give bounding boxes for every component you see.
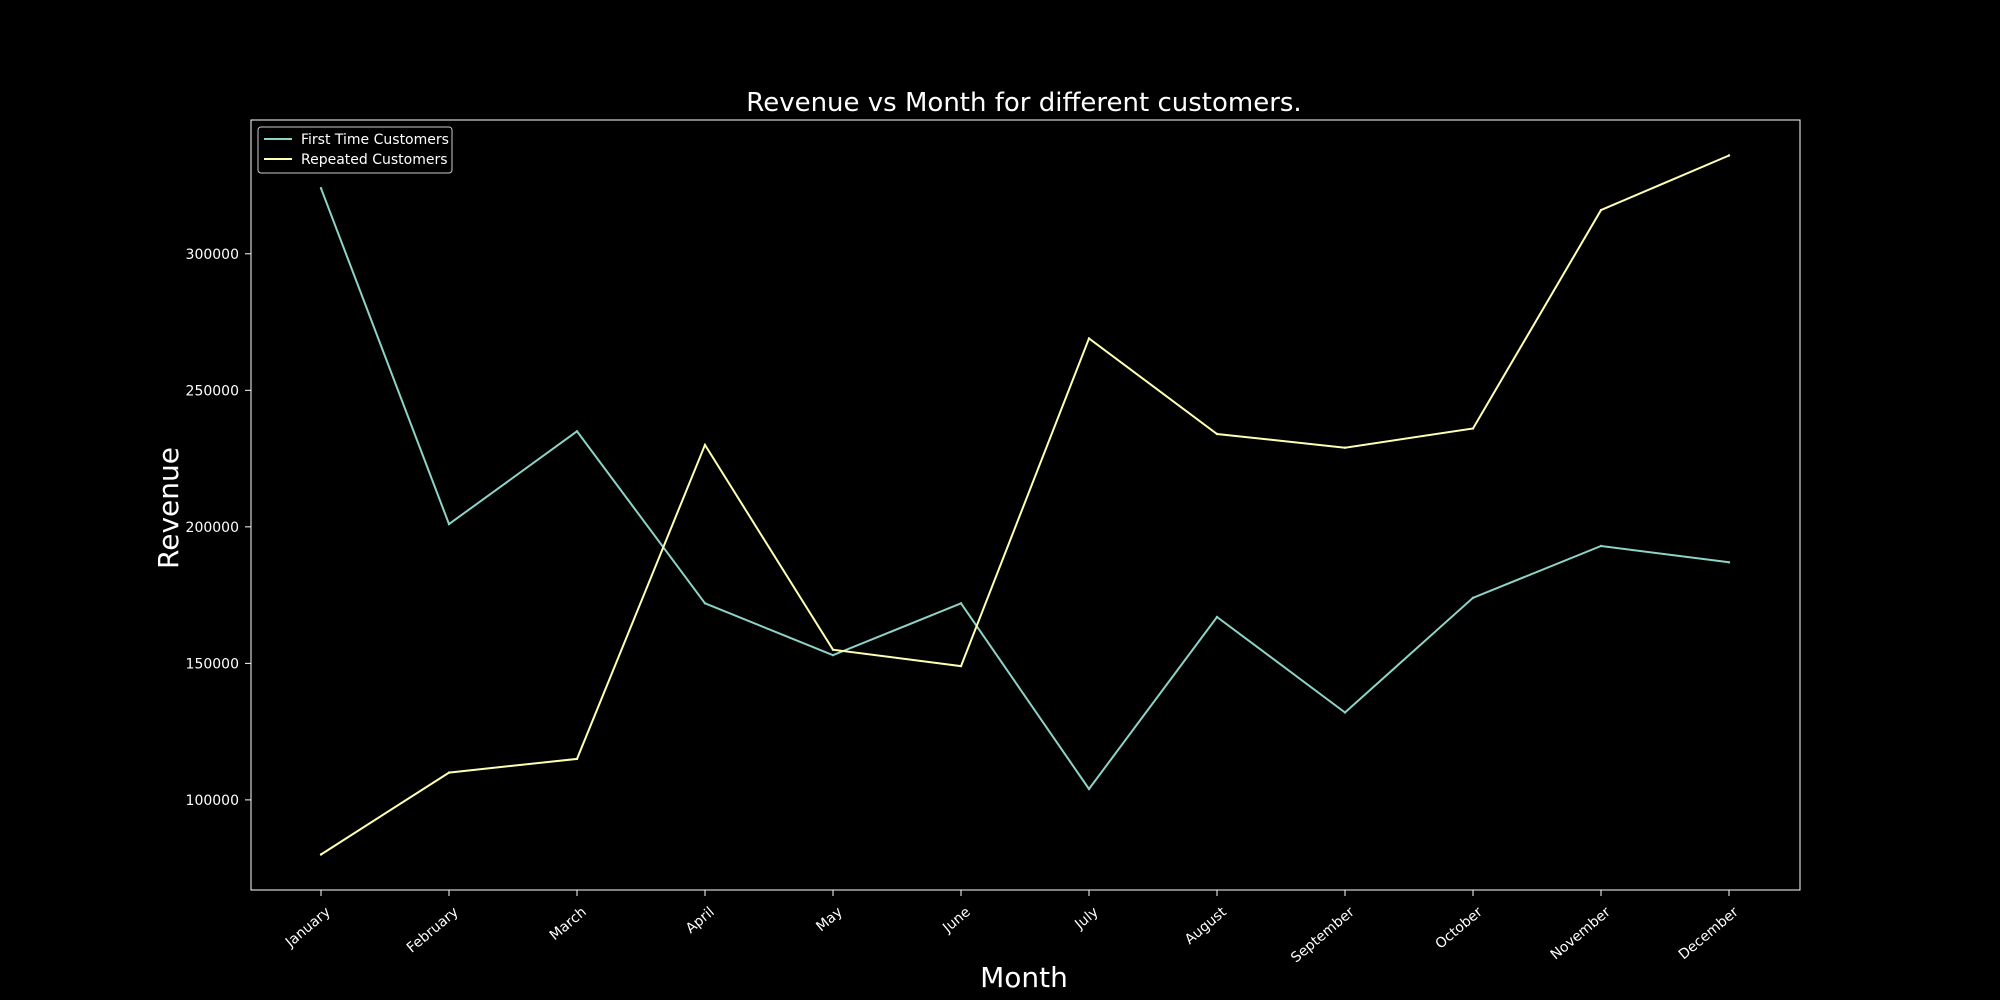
plot-area-frame xyxy=(250,119,1801,891)
series-line-2 xyxy=(320,154,1730,856)
data-point xyxy=(959,602,963,605)
legend: First Time Customers Repeated Customers xyxy=(257,126,453,174)
series-layer xyxy=(319,154,1731,856)
x-axis-label: Month xyxy=(980,961,1068,994)
data-point xyxy=(831,648,835,651)
data-point xyxy=(703,602,707,605)
data-point xyxy=(447,522,451,526)
y-axis-label: Revenue xyxy=(152,447,185,569)
data-point xyxy=(1215,432,1219,436)
series-line-1 xyxy=(320,187,1730,791)
data-point xyxy=(1471,596,1475,600)
data-point xyxy=(575,757,579,761)
data-point xyxy=(831,653,835,657)
chart-title: Revenue vs Month for different customers… xyxy=(746,88,1301,118)
data-point xyxy=(959,664,963,668)
data-point xyxy=(319,187,323,190)
legend-entry-label: First Time Customers xyxy=(301,132,449,148)
data-point xyxy=(1727,154,1731,157)
legend-box xyxy=(257,126,453,174)
data-point xyxy=(1727,561,1731,564)
data-point xyxy=(1599,208,1603,212)
data-point xyxy=(319,853,323,856)
data-point xyxy=(703,443,707,447)
y-tick-label: 200000 xyxy=(186,520,239,536)
y-tick-label: 100000 xyxy=(186,793,239,809)
legend-entry-label: Repeated Customers xyxy=(301,152,448,168)
data-point xyxy=(575,430,579,433)
y-tick-label: 150000 xyxy=(186,656,239,672)
y-tick-label: 250000 xyxy=(186,383,239,399)
data-point xyxy=(1599,544,1603,548)
data-point xyxy=(1343,711,1347,714)
data-point xyxy=(447,771,451,774)
data-point xyxy=(1471,427,1475,430)
data-point xyxy=(1087,337,1091,340)
y-tick-label: 300000 xyxy=(186,247,239,263)
data-point xyxy=(1087,787,1091,791)
data-point xyxy=(1215,615,1219,619)
data-point xyxy=(1343,446,1347,449)
